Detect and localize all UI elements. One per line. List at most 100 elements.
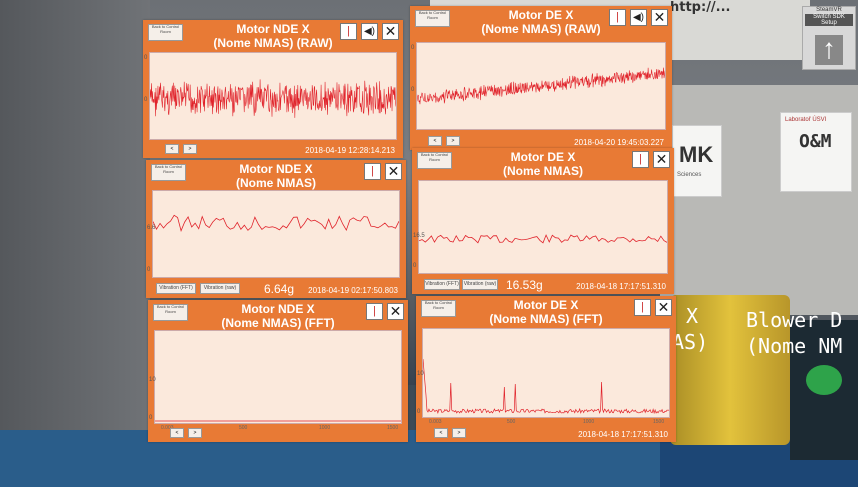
panel-de-fft: Back to Control Room Motor DE X (Nome NM…	[416, 296, 676, 442]
vibration-raw-button[interactable]: Vibration (raw)	[200, 283, 240, 294]
x-axis-label-3: 1500	[653, 419, 665, 425]
sciences-text: Sciences	[677, 172, 702, 178]
next-button[interactable]: >	[183, 144, 197, 154]
close-icon[interactable]: ✕	[653, 151, 670, 168]
title-line1: Motor DE X	[508, 8, 574, 22]
om-sign: Laboratoř ÚSVI O&M	[780, 112, 852, 192]
current-value: 16.53g	[506, 278, 543, 292]
next-button[interactable]: >	[446, 136, 460, 146]
panel-de-trend: Back to Control Room Motor DE X (Nome NM…	[412, 148, 674, 294]
x-axis-label-2: 1000	[319, 425, 331, 431]
title-line2: (Nome NMAS) (RAW)	[213, 36, 333, 50]
panel-title: Motor NDE X (Nome NMAS) (FFT)	[148, 302, 408, 330]
mk-sign: MK Sciences	[672, 125, 722, 197]
title-line1: Motor NDE X	[236, 22, 310, 36]
x-axis-label-1: 500	[507, 419, 516, 425]
panel-icons: | ✕	[634, 299, 672, 316]
panel-title: Motor NDE X (Nome NMAS) (RAW)	[143, 22, 403, 50]
panel-icons: | ✕	[632, 151, 670, 168]
panel-title: Motor DE X (Nome NMAS) (FFT)	[416, 298, 676, 326]
fft-spectrum-line	[423, 358, 669, 415]
raw-signal-line	[150, 79, 396, 118]
pin-icon[interactable]: |	[632, 151, 649, 168]
y-axis-top-label: 0	[144, 55, 148, 61]
title-line1: Motor NDE X	[239, 162, 313, 176]
title-line1: Motor NDE X	[241, 302, 315, 316]
sound-icon[interactable]: ◀)	[630, 9, 647, 26]
back-to-control-room-button[interactable]: Back to Control Room	[421, 300, 456, 317]
y-axis-zero-label: 0	[149, 415, 153, 421]
x-axis-label-2: 1000	[583, 419, 595, 425]
pin-icon[interactable]: |	[634, 299, 651, 316]
panel-nde-fft: Back to Control Room Motor NDE X (Nome N…	[148, 300, 408, 442]
timestamp: 2018-04-18 17:17:51.310	[578, 430, 668, 439]
pin-icon[interactable]: |	[366, 303, 383, 320]
y-axis-zero-label: 0	[417, 409, 421, 415]
panel-icons: | ✕	[366, 303, 404, 320]
y-axis-zero-label: 0	[147, 267, 151, 273]
next-button[interactable]: >	[452, 428, 466, 438]
panel-de-raw: Back to Control Room Motor DE X (Nome NM…	[410, 6, 672, 150]
back-to-control-room-button[interactable]: Back to Control Room	[417, 152, 452, 169]
close-icon[interactable]: ✕	[385, 163, 402, 180]
blower-label-line2: (Nome NM	[746, 334, 843, 358]
close-icon[interactable]: ✕	[655, 299, 672, 316]
y-axis-top-label: 0	[411, 45, 415, 51]
vibration-fft-button[interactable]: Vibration (FFT)	[424, 279, 460, 290]
blower-body	[670, 295, 790, 445]
vibration-raw-button[interactable]: Vibration (raw)	[462, 279, 498, 290]
prev-button[interactable]: <	[170, 428, 184, 438]
title-line2: (Nome NMAS)	[236, 176, 316, 190]
panel-title: Motor DE X (Nome NMAS)	[412, 150, 674, 178]
fft-chart	[423, 358, 669, 415]
trend-line	[419, 234, 667, 244]
timestamp: 2018-04-20 19:45:03.227	[574, 138, 664, 147]
switch-sdk-button[interactable]: Switch SDK Setup	[805, 14, 853, 26]
prev-button[interactable]: <	[428, 136, 442, 146]
signal-plot: 0 0	[144, 52, 397, 140]
raw-signal-chart	[417, 67, 665, 105]
pin-icon[interactable]: |	[364, 163, 381, 180]
title-line2: (Nome NMAS)	[503, 164, 583, 178]
back-to-control-room-button[interactable]: Back to Control Room	[153, 304, 188, 321]
prev-button[interactable]: <	[434, 428, 448, 438]
close-icon[interactable]: ✕	[382, 23, 399, 40]
prev-button[interactable]: <	[165, 144, 179, 154]
steamvr-title: SteamVR	[816, 7, 842, 13]
next-button[interactable]: >	[188, 428, 202, 438]
up-arrow-icon[interactable]: ↑	[815, 35, 843, 65]
fft-plot: 10 0 0.003 500 1000 1500	[417, 328, 670, 425]
sound-icon[interactable]: ◀)	[361, 23, 378, 40]
back-to-control-room-button[interactable]: Back to Control Room	[415, 10, 450, 27]
close-icon[interactable]: ✕	[651, 9, 668, 26]
floating-as-label: AS)	[672, 330, 709, 354]
close-icon[interactable]: ✕	[387, 303, 404, 320]
lab-text: Laboratoř ÚSVI	[785, 117, 827, 123]
panel-icons: | ✕	[364, 163, 402, 180]
y-axis-10-label: 10	[417, 371, 424, 377]
panel-title: Motor NDE X (Nome NMAS)	[146, 162, 406, 190]
timestamp: 2018-04-19 02:17:50.803	[308, 286, 398, 295]
title-line1: Motor DE X	[510, 150, 576, 164]
trend-plot: 16.5 0	[413, 180, 668, 274]
panel-nde-raw: Back to Control Room Motor NDE X (Nome N…	[143, 20, 403, 158]
trend-plot: 6.6 0	[147, 190, 400, 278]
signal-plot: 0 0	[411, 42, 666, 130]
back-to-control-room-button[interactable]: Back to Control Room	[151, 164, 186, 181]
vibration-fft-button[interactable]: Vibration (FFT)	[156, 283, 196, 294]
pin-icon[interactable]: |	[609, 9, 626, 26]
trend-line	[153, 214, 399, 232]
title-line1: Motor DE X	[513, 298, 579, 312]
y-axis-top-label: 6.6	[147, 225, 156, 231]
timestamp: 2018-04-19 12:28:14.213	[305, 146, 395, 155]
floating-x-label: X	[686, 304, 699, 328]
fft-plot: 10 0 0.003 500 1000 1500	[149, 330, 402, 431]
pin-icon[interactable]: |	[340, 23, 357, 40]
back-to-control-room-button[interactable]: Back to Control Room	[148, 24, 183, 41]
title-line2: (Nome NMAS) (RAW)	[481, 22, 601, 36]
left-wall	[0, 0, 150, 460]
trend-chart	[153, 214, 399, 232]
y-axis-zero-label: 0	[411, 87, 415, 93]
banner-text: http://...	[670, 0, 731, 15]
fft-chart	[155, 420, 401, 422]
